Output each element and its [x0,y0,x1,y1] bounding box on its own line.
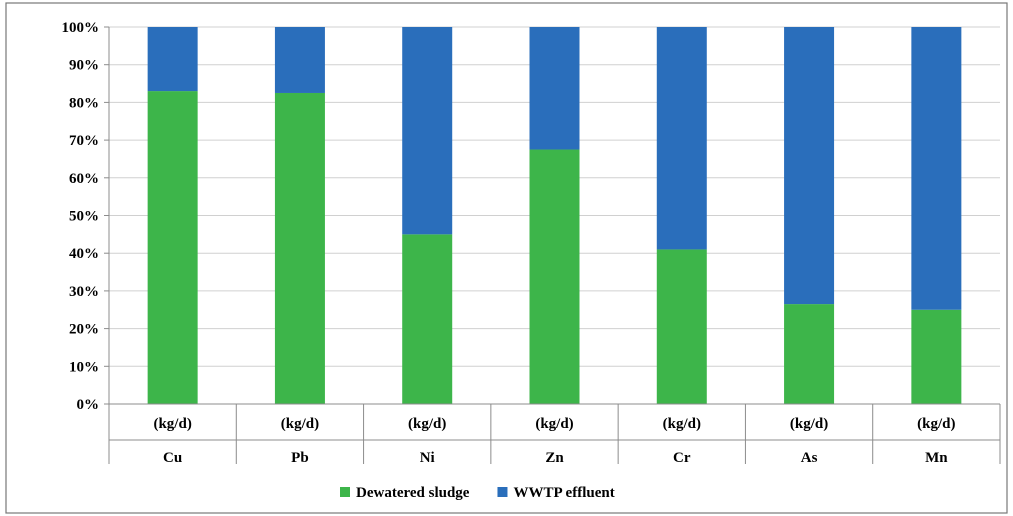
x-axis: (kg/d) Cu (kg/d) Pb (kg/d) Ni (kg/d) Zn (kg/d) Cr… [108,403,1001,466]
bar-effluent-mn [911,27,962,310]
legend-label: Dewatered sludge [356,485,470,501]
y-tick-label: 70% [69,133,99,149]
x-category-label: Mn [925,450,948,466]
y-tick-label: 20% [69,322,99,338]
y-tick-label: 50% [69,209,99,225]
x-unit-label: (kg/d) [663,416,701,432]
y-tick-label: 90% [69,58,99,74]
y-tick-label: 0% [77,397,100,413]
bar-sludge-as [784,304,835,404]
x-unit-label: (kg/d) [535,416,573,432]
bar-sludge-zn [529,149,580,404]
x-category-label: Cu [163,450,182,466]
bar-effluent-ni [402,27,453,235]
y-axis: 0% 10% 20% 30% 40% 50% 60% 70% 80% 90% 100% [62,20,110,413]
bar-effluent-cu [147,27,198,92]
bar-sludge-mn [911,309,962,404]
bar-sludge-cr [656,249,707,404]
y-tick-label: 30% [69,284,99,300]
x-category-label: As [801,450,818,466]
x-unit-label: (kg/d) [153,416,191,432]
x-category-label: Zn [545,450,564,466]
bar-effluent-zn [529,27,580,150]
legend: Dewatered sludge WWTP effluent [340,485,615,501]
x-category-label: Cr [673,450,691,466]
bar-effluent-pb [274,27,325,93]
bar-effluent-cr [656,27,707,250]
x-unit-label: (kg/d) [281,416,319,432]
y-tick-label: 100% [62,20,100,36]
bar-sludge-ni [402,234,453,404]
bar-effluent-as [784,27,835,305]
x-unit-label: (kg/d) [408,416,446,432]
x-unit-label: (kg/d) [917,416,955,432]
x-category-label: Ni [420,450,435,466]
legend-swatch-effluent [497,487,508,497]
legend-label: WWTP effluent [513,485,614,501]
bar-sludge-cu [147,91,198,404]
bars [147,27,962,404]
y-tick-label: 40% [69,246,99,262]
y-tick-label: 10% [69,359,99,375]
y-tick-label: 80% [69,95,99,111]
x-unit-label: (kg/d) [790,416,828,432]
legend-swatch-sludge [340,487,350,497]
y-tick-label: 60% [69,171,99,187]
bar-sludge-pb [274,92,325,404]
x-category-label: Pb [291,450,309,466]
